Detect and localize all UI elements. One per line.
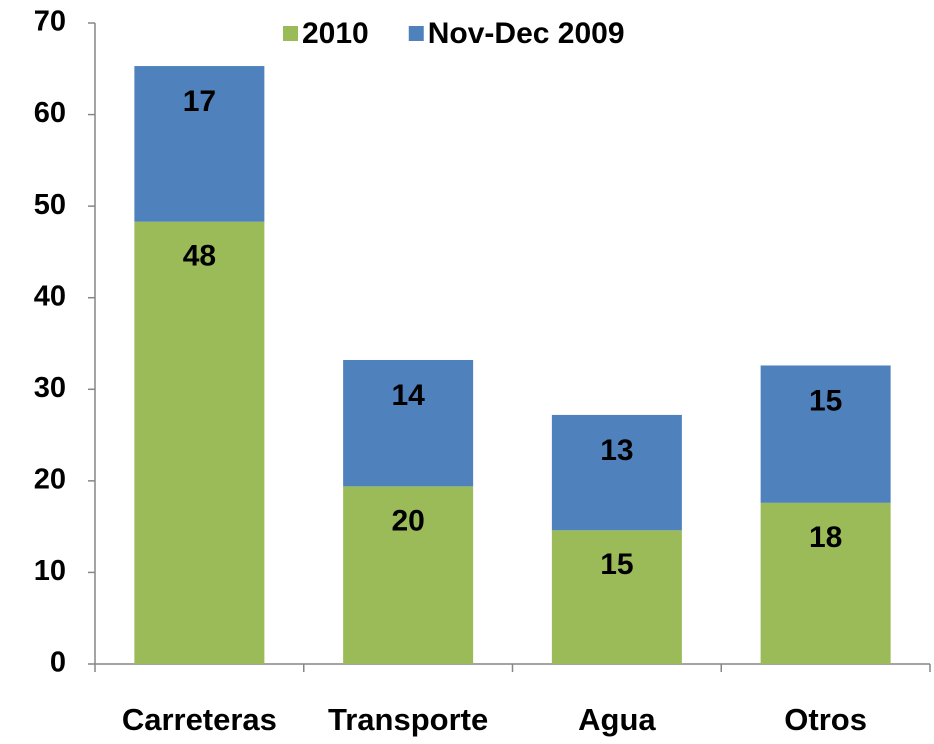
x-tick-label: Transporte — [328, 702, 488, 737]
data-label: 48 — [183, 240, 216, 273]
legend-swatch — [283, 26, 298, 41]
y-tick-label: 40 — [34, 280, 66, 312]
data-label: 15 — [809, 384, 842, 417]
data-label: 18 — [809, 521, 842, 554]
bar-segment — [760, 502, 891, 664]
data-label: 13 — [600, 434, 633, 467]
data-label: 17 — [183, 85, 216, 118]
bar-segment — [551, 530, 682, 664]
x-tick-label: Otros — [784, 702, 867, 737]
data-label: 20 — [391, 504, 424, 537]
y-tick-label: 10 — [34, 555, 66, 587]
bar-segment — [343, 486, 474, 664]
bar-segment — [134, 66, 265, 222]
bar-segment — [134, 221, 265, 664]
legend-swatch — [408, 26, 424, 41]
y-tick-label: 20 — [34, 464, 66, 496]
bar-segment — [760, 365, 891, 503]
data-label: 14 — [391, 379, 425, 412]
y-tick-label: 30 — [34, 372, 66, 404]
x-tick-label: Carreteras — [122, 702, 277, 737]
data-label: 15 — [600, 548, 633, 581]
y-tick-label: 60 — [34, 97, 66, 129]
legend-label: 2010 — [302, 17, 369, 50]
y-tick-label: 70 — [34, 6, 66, 38]
bar-segment — [343, 359, 474, 487]
y-tick-label: 0 — [50, 647, 66, 679]
bar-segment — [551, 414, 682, 531]
x-tick-label: Agua — [578, 702, 656, 737]
y-tick-label: 50 — [34, 189, 66, 221]
legend-label: Nov-Dec 2009 — [428, 17, 625, 50]
